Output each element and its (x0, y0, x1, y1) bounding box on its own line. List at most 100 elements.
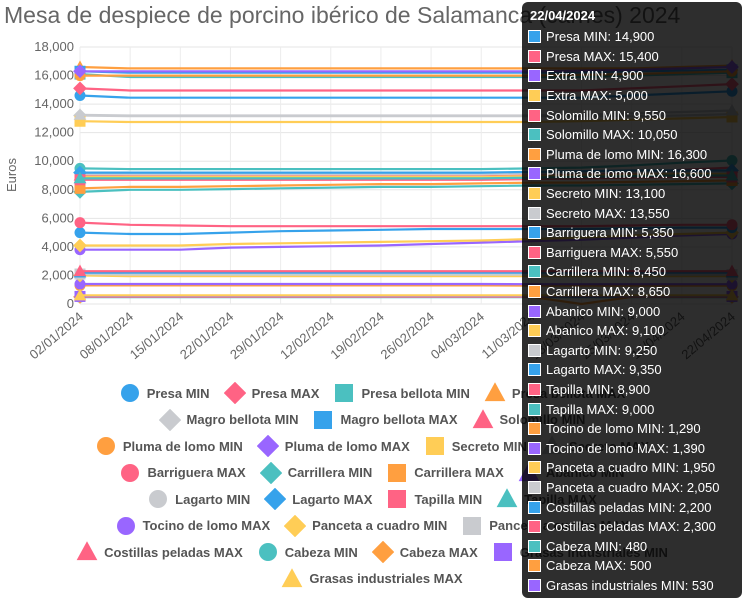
legend-item[interactable]: Presa MAX (223, 382, 319, 404)
tooltip-swatch (528, 128, 541, 142)
tooltip-swatch (528, 108, 541, 122)
legend-item[interactable]: Presa MIN (119, 382, 210, 404)
legend-marker (484, 382, 506, 402)
tooltip-item: Tapilla MAX: 9,000 (528, 399, 736, 419)
x-tick-label: 12/02/2024 (277, 309, 336, 362)
legend-marker (96, 437, 115, 455)
tooltip-text: Cabeza MAX: 500 (546, 558, 652, 574)
legend-item[interactable]: Tocino de lomo MAX (115, 515, 271, 537)
legend-marker (388, 490, 407, 508)
tooltip-item: Secreto MAX: 13,550 (528, 203, 736, 223)
legend-item[interactable]: Carrillera MIN (259, 461, 372, 484)
legend-label: Magro bellota MIN (186, 412, 299, 427)
legend-marker (264, 488, 287, 510)
legend-item[interactable]: Pluma de lomo MAX (256, 435, 410, 457)
tooltip-swatch (528, 382, 541, 396)
tooltip-swatch (528, 441, 541, 455)
legend-marker (371, 541, 394, 563)
legend-marker (284, 514, 307, 537)
tooltip-item: Extra MAX: 5,000 (528, 86, 736, 106)
data-point (74, 182, 86, 194)
legend-item[interactable]: Costillas peladas MAX (76, 541, 243, 563)
tooltip-text: Tocino de lomo MIN: 1,290 (546, 421, 701, 437)
legend-marker (149, 490, 168, 508)
legend-item[interactable]: Tapilla MIN (386, 488, 482, 510)
legend-marker-icon (484, 382, 506, 402)
tooltip-body: Presa MIN: 14,900 Presa MAX: 15,400 Extra … (528, 27, 736, 595)
legend-marker (121, 463, 140, 482)
tooltip-text: Tocino de lomo MAX: 1,390 (546, 440, 705, 456)
legend-item[interactable]: Cabeza MIN (257, 541, 358, 563)
legend-label: Tocino de lomo MAX (142, 518, 271, 533)
tooltip-item: Secreto MIN: 13,100 (528, 184, 736, 204)
legend-item[interactable]: Magro bellota MAX (312, 409, 458, 431)
tooltip-swatch (528, 206, 541, 220)
legend-item[interactable]: Cabeza MAX (371, 541, 478, 563)
legend-marker (223, 382, 246, 404)
tooltip-text: Panceta a cuadro MIN: 1,950 (546, 460, 716, 476)
legend-label: Secreto MIN (451, 438, 527, 454)
tooltip-swatch (528, 49, 541, 63)
tooltip-text: Lagarto MAX: 9,350 (546, 362, 662, 378)
tooltip-item: Costillas peladas MAX: 2,300 (528, 517, 736, 537)
legend-marker (388, 463, 407, 482)
tooltip-swatch (528, 363, 541, 377)
legend-item[interactable]: Carrillera MAX (386, 462, 504, 484)
tooltip-swatch (528, 167, 541, 181)
tooltip-text: Carrillera MAX: 8,650 (546, 284, 671, 300)
legend-item[interactable]: Lagarto MAX (264, 488, 372, 510)
legend-row: Grasas industriales MAX (0, 566, 744, 592)
tooltip-swatch (528, 520, 541, 534)
tooltip-item: Presa MIN: 14,900 (528, 27, 736, 47)
legend-marker-icon (282, 567, 303, 587)
tooltip-swatch (528, 226, 541, 240)
tooltip-text: Presa MIN: 14,900 (546, 29, 655, 45)
legend-marker-icon (120, 384, 139, 402)
tooltip-swatch (528, 304, 541, 318)
legend-marker-icon (223, 382, 246, 404)
tooltip-item: Lagarto MIN: 9,250 (528, 341, 736, 361)
x-tick-label: 26/02/2024 (378, 309, 437, 362)
legend-label: Magro bellota MAX (340, 412, 458, 427)
legend-marker-icon (425, 437, 444, 455)
tooltip-swatch (528, 187, 541, 201)
data-point (74, 227, 86, 239)
y-tick-label: 8,000 (41, 182, 74, 197)
tooltip-item: Pluma de lomo MAX: 16,600 (528, 164, 736, 184)
x-tick-label: 02/01/2024 (26, 309, 85, 362)
legend-item[interactable]: Presa bellota MIN (333, 382, 470, 404)
legend-marker-icon (371, 541, 394, 563)
tooltip-item: Solomillo MAX: 10,050 (528, 125, 736, 145)
legend-item[interactable]: Grasas industriales MAX (281, 567, 463, 590)
legend-marker-icon (314, 410, 333, 429)
tooltip: 22/04/2024 Presa MIN: 14,900 Presa MAX: 1… (522, 2, 742, 598)
tooltip-swatch (528, 147, 541, 161)
tooltip-text: Lagarto MIN: 9,250 (546, 342, 658, 358)
tooltip-text: Extra MIN: 4,900 (546, 68, 644, 84)
tooltip-item: Cabeza MIN: 480 (528, 536, 736, 556)
legend-item[interactable]: Lagarto MIN (147, 488, 250, 510)
x-tick-label: 15/01/2024 (127, 309, 186, 362)
legend-marker-icon (496, 488, 518, 508)
tooltip-swatch (528, 500, 541, 514)
legend-item[interactable]: Pluma de lomo MIN (95, 435, 243, 457)
legend-marker-icon (121, 463, 140, 482)
legend-marker-icon (76, 541, 98, 561)
legend-marker (256, 435, 279, 457)
legend-item[interactable]: Panceta a cuadro MIN (284, 514, 447, 537)
legend-item[interactable]: Magro bellota MIN (158, 408, 299, 431)
legend-item[interactable]: Secreto MIN (424, 435, 527, 457)
y-axis-label: Euros (4, 158, 19, 192)
tooltip-item: Abanico MIN: 9,000 (528, 301, 736, 321)
legend-label: Lagarto MIN (175, 491, 251, 507)
tooltip-item: Panceta a cuadro MAX: 2,050 (528, 478, 736, 498)
legend-marker (425, 437, 444, 455)
legend-item[interactable]: Barriguera MAX (119, 462, 246, 484)
tooltip-text: Abanico MAX: 9,100 (546, 323, 665, 339)
legend-marker-icon (472, 408, 493, 428)
tooltip-text: Cabeza MIN: 480 (546, 538, 648, 554)
tooltip-text: Costillas peladas MAX: 2,300 (546, 519, 716, 535)
tooltip-text: Pluma de lomo MIN: 16,300 (546, 146, 708, 162)
legend-label: Pluma de lomo MIN (122, 438, 243, 454)
data-point (73, 264, 87, 277)
